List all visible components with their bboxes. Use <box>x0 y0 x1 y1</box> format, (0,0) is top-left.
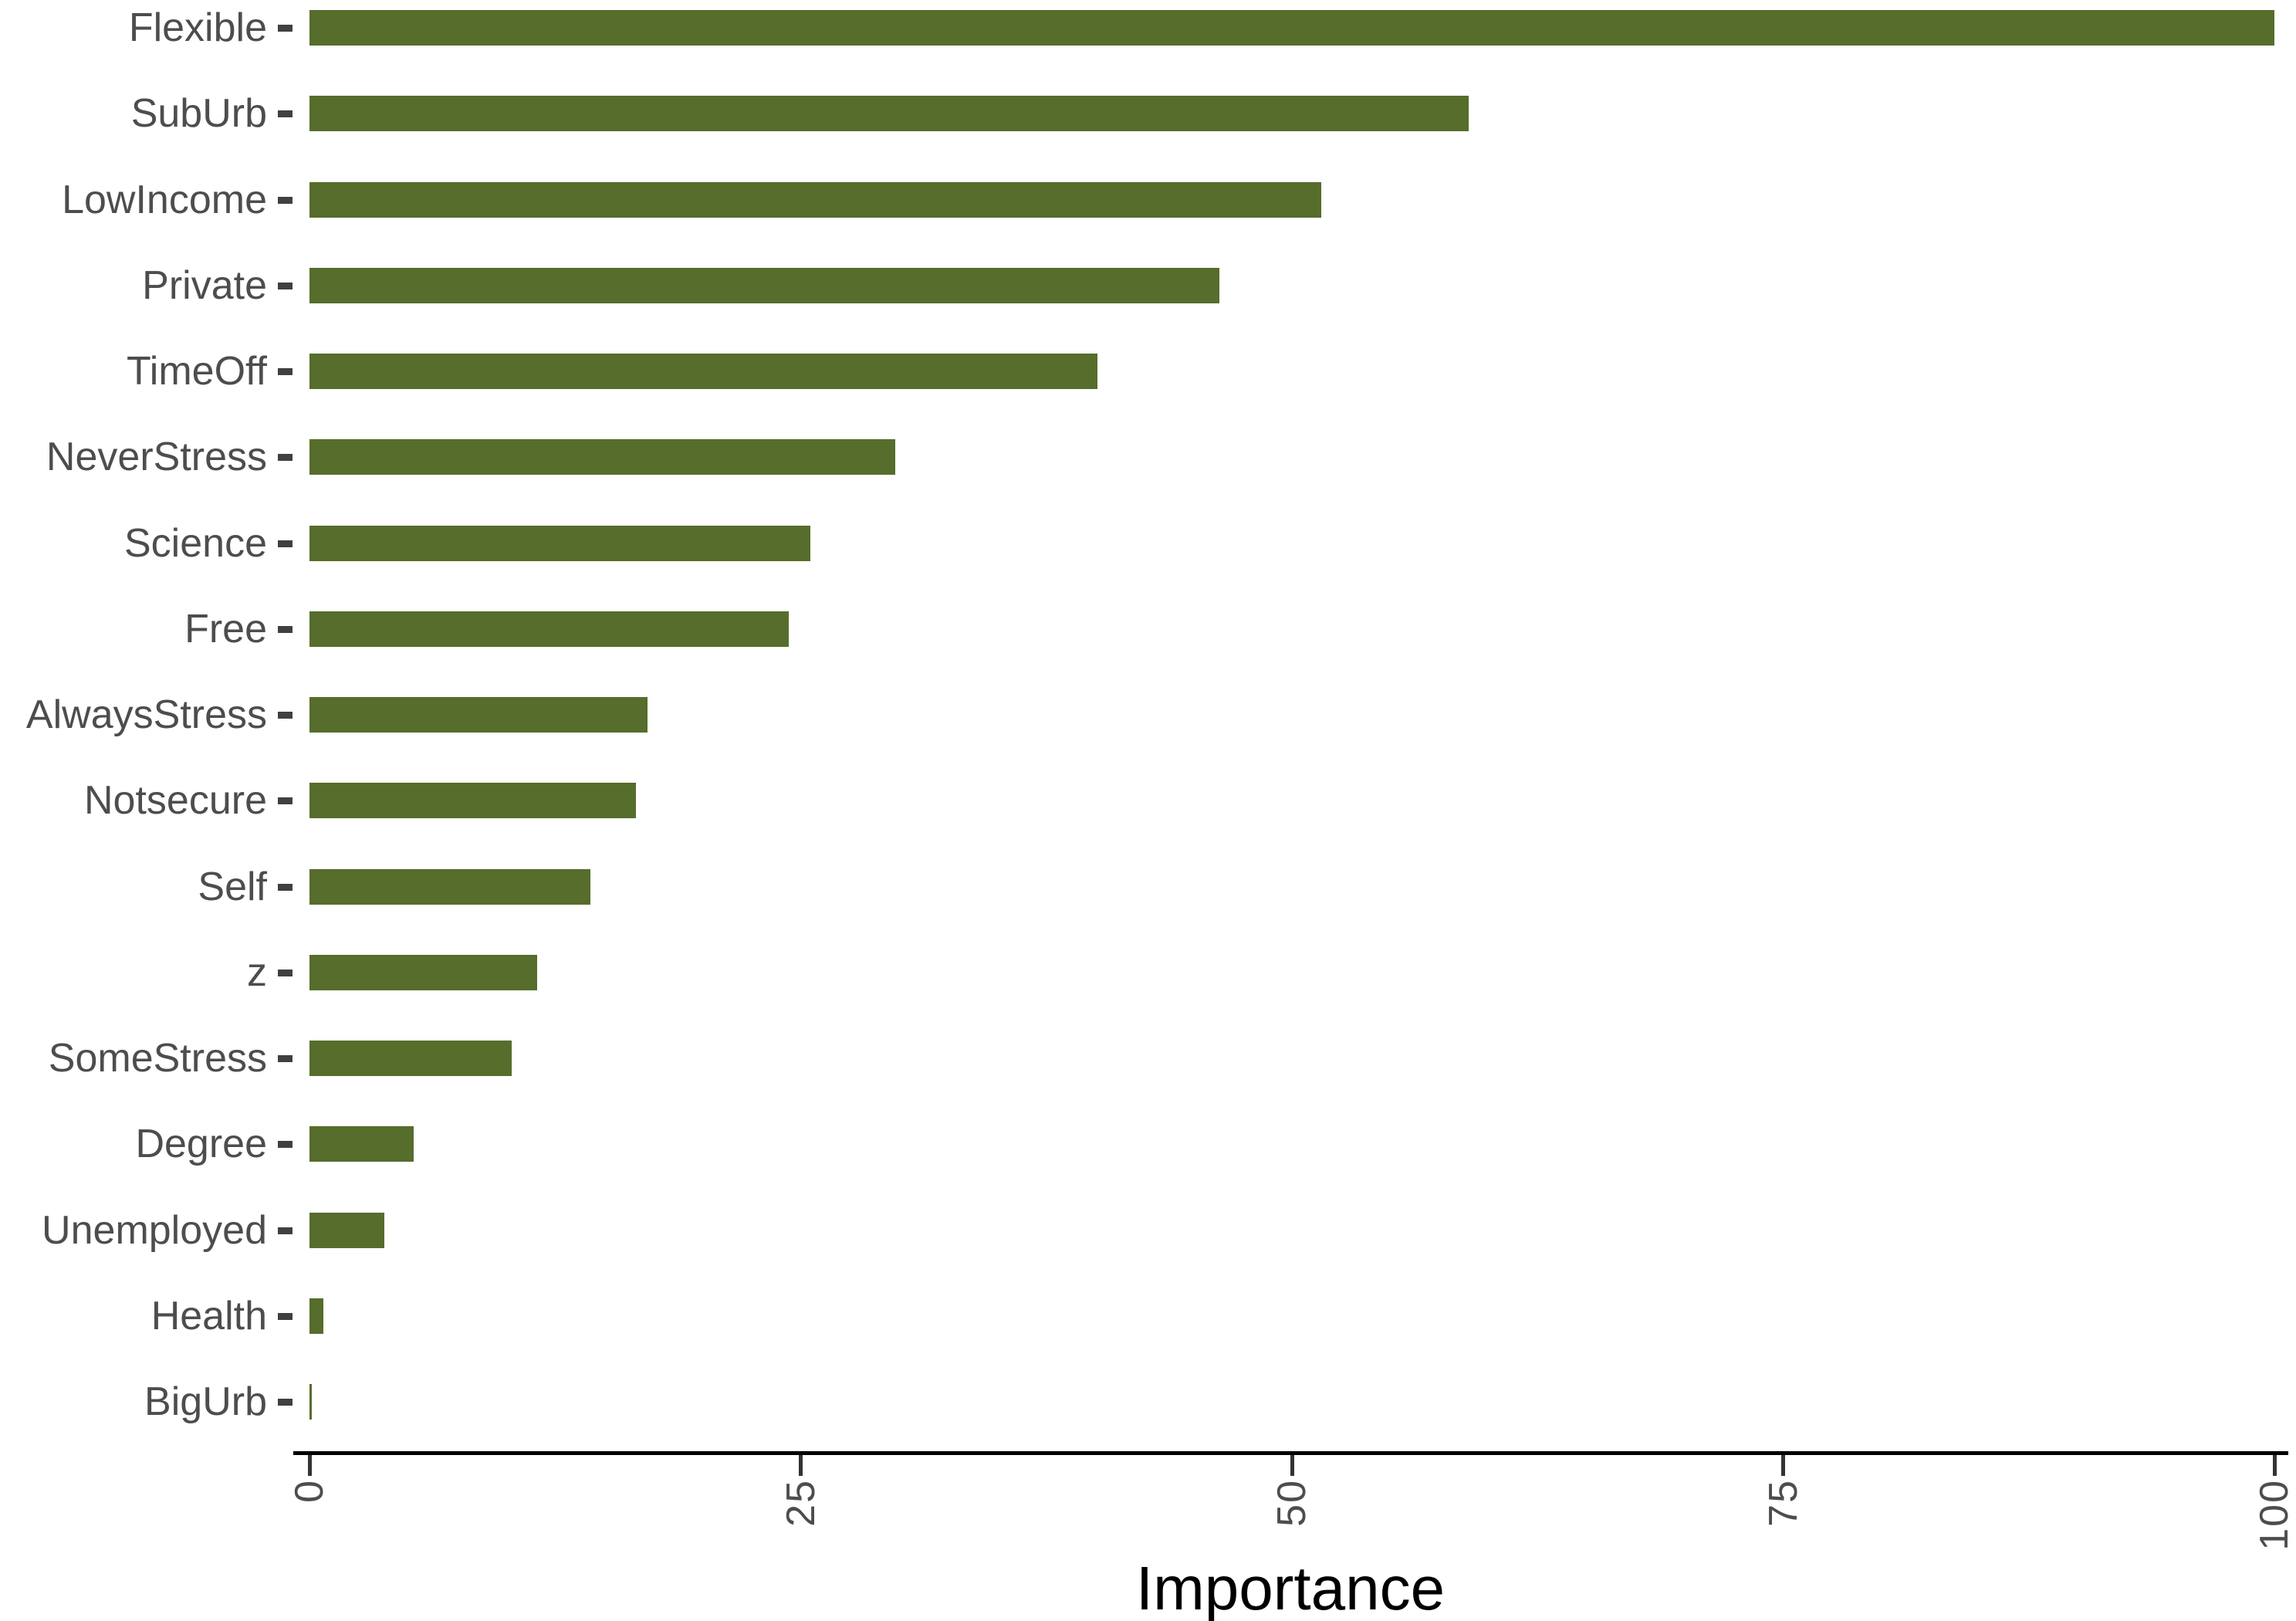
category-label: Unemployed <box>42 1207 267 1253</box>
x-tick-label: 100 <box>2252 1479 2296 1551</box>
category-label: Health <box>150 1293 267 1338</box>
y-tick <box>278 110 292 118</box>
category-label: z <box>247 949 267 995</box>
bar <box>309 10 2274 46</box>
category-label: Flexible <box>128 5 267 50</box>
y-tick <box>278 969 292 976</box>
y-tick <box>278 797 292 805</box>
category-label: Free <box>184 606 267 651</box>
x-axis-title: Importance <box>1135 1554 1446 1621</box>
category-label: BigUrb <box>144 1379 267 1424</box>
y-tick <box>278 1399 292 1406</box>
category-label: Notsecure <box>84 778 267 824</box>
x-tick-label: 50 <box>1270 1479 1314 1527</box>
y-tick <box>278 1055 292 1062</box>
y-tick <box>278 540 292 547</box>
bar <box>309 1126 414 1162</box>
category-label: SubUrb <box>130 91 267 137</box>
category-label: SomeStress <box>48 1036 267 1081</box>
y-tick <box>278 196 292 204</box>
bar <box>309 1041 512 1076</box>
category-label: TimeOff <box>126 349 267 394</box>
y-tick <box>278 1141 292 1149</box>
category-label: LowIncome <box>62 177 267 222</box>
category-label: NeverStress <box>46 435 267 480</box>
bar <box>309 1212 384 1248</box>
x-tick <box>307 1455 312 1476</box>
bar <box>309 1298 323 1334</box>
y-tick <box>278 1227 292 1234</box>
category-label: AlwaysStress <box>25 692 267 737</box>
bar <box>309 354 1097 389</box>
bar <box>309 181 1322 218</box>
x-axis-line <box>293 1451 2288 1455</box>
bar <box>309 525 811 561</box>
y-tick <box>278 1312 292 1320</box>
y-tick <box>278 368 292 375</box>
bar <box>309 611 790 647</box>
bar <box>309 868 591 905</box>
x-tick-label: 75 <box>1760 1479 1806 1527</box>
bar <box>309 697 648 733</box>
y-tick <box>278 712 292 719</box>
bar <box>309 1384 312 1420</box>
y-tick <box>278 625 292 633</box>
x-tick <box>1290 1455 1294 1476</box>
category-label: Self <box>198 864 267 909</box>
category-label: Science <box>124 520 267 566</box>
x-tick <box>1781 1455 1785 1476</box>
x-tick <box>799 1455 803 1476</box>
y-tick <box>278 25 292 32</box>
category-label: Private <box>142 262 267 308</box>
bar <box>309 954 538 990</box>
x-tick-label: 25 <box>778 1479 823 1527</box>
bar <box>309 267 1219 303</box>
category-label: Degree <box>135 1122 267 1167</box>
bar <box>309 96 1469 132</box>
bar <box>309 783 636 819</box>
y-tick <box>278 454 292 462</box>
bar <box>309 439 895 475</box>
y-tick <box>278 883 292 891</box>
x-tick <box>2272 1455 2277 1476</box>
y-tick <box>278 282 292 289</box>
x-tick-label: 0 <box>287 1479 332 1503</box>
